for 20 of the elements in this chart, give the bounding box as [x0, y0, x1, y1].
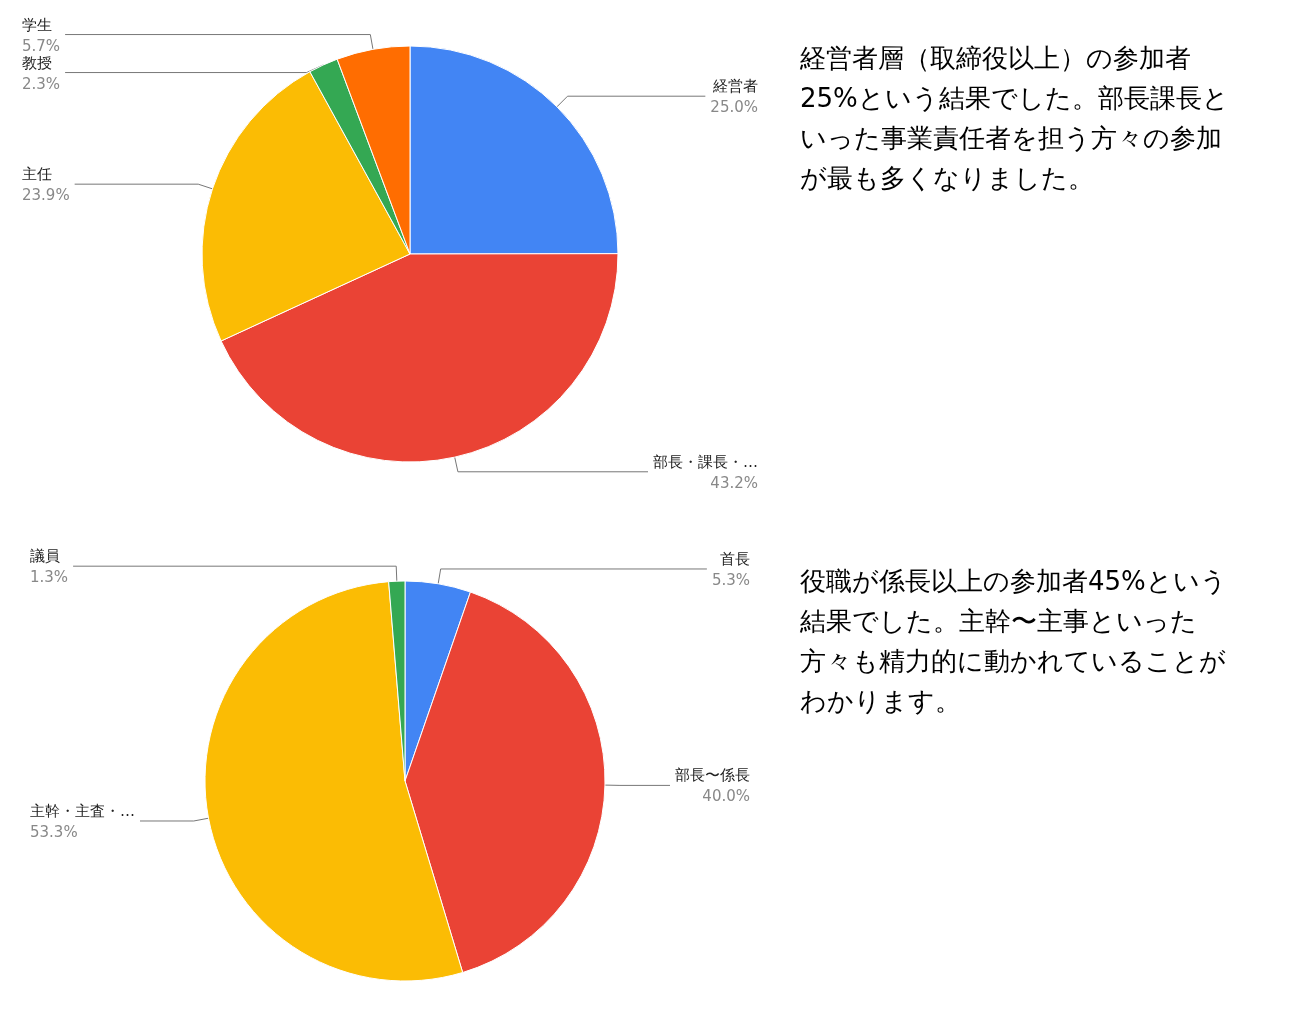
data-label: 23.9% [22, 186, 70, 205]
slice-label: 首長 [720, 549, 750, 568]
data-label: 5.3% [711, 570, 750, 589]
data-label: 1.3% [30, 568, 69, 587]
slice-label: 教授 [22, 53, 52, 72]
slice-label: 部長・課長・… [653, 452, 758, 471]
slice-label: 学生 [22, 15, 52, 34]
slice-label: 議員 [30, 547, 60, 566]
slice-label: 経営者 [712, 77, 758, 96]
data-label: 5.7% [22, 36, 61, 55]
data-label: 40.0% [702, 787, 750, 806]
text: 役職が係長以上の参加者45%という結果でした。主幹〜主事といった方々も精力的に動かれていることがわかります。 [800, 565, 1228, 718]
data-label: 53.3% [30, 822, 78, 841]
data-label: 2.3% [22, 74, 61, 93]
slice-label: 部長〜係長 [675, 766, 750, 785]
text: 経営者層（取締役以上）の参加者25%という結果でした。部長課長といった事業責任者を担う方々の参加が最も多くなりました。 [800, 42, 1230, 195]
data-label: 43.2% [710, 473, 758, 492]
data-label: 25.0% [710, 98, 758, 117]
slice-label: 主幹・主査・… [30, 801, 135, 820]
slice-label: 主任 [22, 165, 52, 184]
